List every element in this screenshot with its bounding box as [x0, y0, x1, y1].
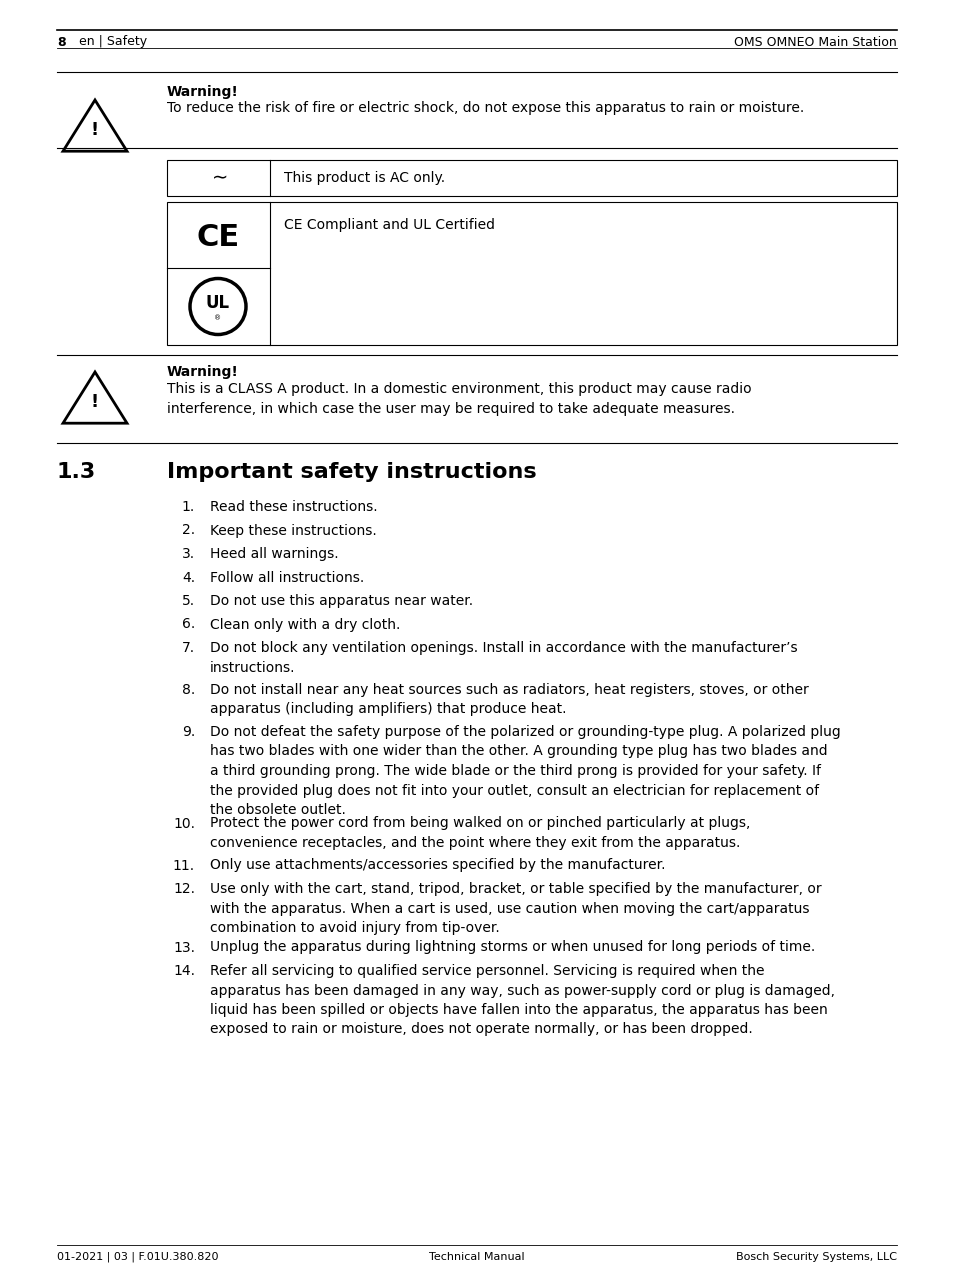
- Text: Unplug the apparatus during lightning storms or when unused for long periods of : Unplug the apparatus during lightning st…: [210, 941, 815, 955]
- Text: Do not install near any heat sources such as radiators, heat registers, stoves, : Do not install near any heat sources suc…: [210, 684, 808, 717]
- Text: 4.: 4.: [182, 570, 194, 584]
- Text: Heed all warnings.: Heed all warnings.: [210, 547, 338, 561]
- Text: Clean only with a dry cloth.: Clean only with a dry cloth.: [210, 617, 400, 631]
- Text: Do not defeat the safety purpose of the polarized or grounding-type plug. A pola: Do not defeat the safety purpose of the …: [210, 726, 840, 817]
- Text: Only use attachments/accessories specified by the manufacturer.: Only use attachments/accessories specifi…: [210, 858, 665, 872]
- Text: CE Compliant and UL Certified: CE Compliant and UL Certified: [284, 218, 495, 232]
- Text: To reduce the risk of fire or electric shock, do not expose this apparatus to ra: To reduce the risk of fire or electric s…: [167, 101, 803, 115]
- Text: ®: ®: [214, 316, 221, 322]
- Text: Keep these instructions.: Keep these instructions.: [210, 523, 376, 537]
- Text: This is a CLASS A product. In a domestic environment, this product may cause rad: This is a CLASS A product. In a domestic…: [167, 382, 751, 416]
- Text: Do not use this apparatus near water.: Do not use this apparatus near water.: [210, 594, 473, 608]
- Text: 13.: 13.: [172, 941, 194, 955]
- Text: 10.: 10.: [172, 816, 194, 830]
- Text: en | Safety: en | Safety: [79, 36, 147, 48]
- Text: 1.3: 1.3: [57, 462, 96, 482]
- Text: 6.: 6.: [182, 617, 194, 631]
- Text: Read these instructions.: Read these instructions.: [210, 500, 377, 514]
- Text: 1.: 1.: [182, 500, 194, 514]
- Text: Do not block any ventilation openings. Install in accordance with the manufactur: Do not block any ventilation openings. I…: [210, 642, 797, 675]
- Text: 3.: 3.: [182, 547, 194, 561]
- Text: 5.: 5.: [182, 594, 194, 608]
- Bar: [167, 202, 896, 345]
- Text: Warning!: Warning!: [167, 365, 238, 379]
- Text: UL: UL: [206, 294, 230, 312]
- Bar: [167, 160, 896, 196]
- Text: 9.: 9.: [182, 726, 194, 740]
- Text: 8: 8: [57, 36, 66, 48]
- Text: 01-2021 | 03 | F.01U.380.820: 01-2021 | 03 | F.01U.380.820: [57, 1253, 218, 1263]
- Text: Refer all servicing to qualified service personnel. Servicing is required when t: Refer all servicing to qualified service…: [210, 964, 834, 1036]
- Text: Use only with the cart, stand, tripod, bracket, or table specified by the manufa: Use only with the cart, stand, tripod, b…: [210, 882, 821, 934]
- Text: 2.: 2.: [182, 523, 194, 537]
- Text: !: !: [91, 121, 99, 140]
- Text: 11.: 11.: [172, 858, 194, 872]
- Text: 7.: 7.: [182, 642, 194, 656]
- Text: CE: CE: [196, 223, 239, 252]
- Text: 8.: 8.: [182, 684, 194, 698]
- Text: Technical Manual: Technical Manual: [429, 1253, 524, 1262]
- Text: Bosch Security Systems, LLC: Bosch Security Systems, LLC: [735, 1253, 896, 1262]
- Text: Warning!: Warning!: [167, 85, 238, 99]
- Text: Protect the power cord from being walked on or pinched particularly at plugs,
co: Protect the power cord from being walked…: [210, 816, 750, 850]
- Text: Important safety instructions: Important safety instructions: [167, 462, 536, 482]
- Text: OMS OMNEO Main Station: OMS OMNEO Main Station: [734, 36, 896, 48]
- Text: This product is AC only.: This product is AC only.: [284, 171, 445, 185]
- Text: !: !: [91, 393, 99, 411]
- Text: 14.: 14.: [172, 964, 194, 978]
- Text: ∼: ∼: [212, 168, 228, 187]
- Text: 12.: 12.: [172, 882, 194, 896]
- Text: Follow all instructions.: Follow all instructions.: [210, 570, 364, 584]
